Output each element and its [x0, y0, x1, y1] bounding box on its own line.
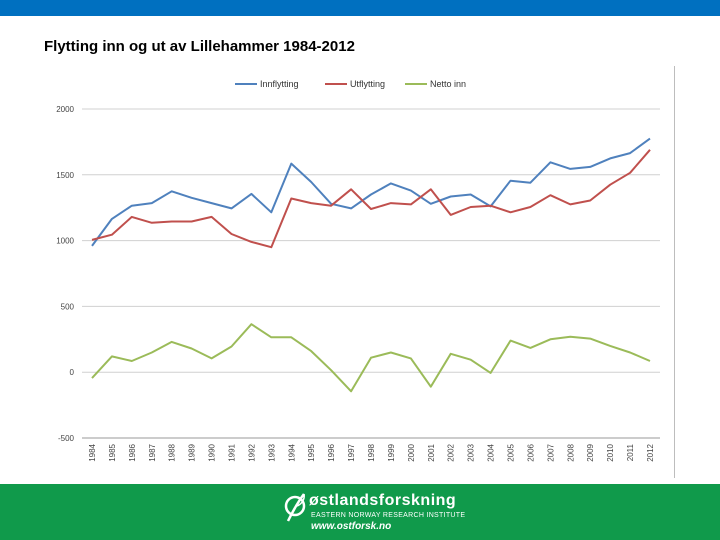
footer-bar — [0, 484, 720, 540]
leaf-circle-icon — [284, 493, 306, 522]
x-tick-label: 2012 — [646, 443, 655, 461]
x-tick-label: 2006 — [526, 443, 535, 461]
x-tick-label: 1999 — [387, 443, 396, 461]
x-tick-label: 2009 — [586, 443, 595, 461]
y-tick-label: 0 — [70, 368, 75, 377]
x-tick-label: 1991 — [227, 443, 236, 461]
x-tick-label: 1987 — [148, 443, 157, 461]
y-tick-label: 2000 — [56, 105, 74, 114]
x-tick-label: 2010 — [606, 443, 615, 461]
chart-area: -500 0 500 1000 1500 2000 1984 1985 1986 1987 1988… — [40, 66, 675, 478]
y-tick-label: 1500 — [56, 171, 74, 180]
x-tick-label: 2004 — [487, 443, 496, 461]
x-tick-label: 1995 — [307, 443, 316, 461]
slide-title: Flytting inn og ut av Lillehammer 1984-2… — [44, 38, 355, 55]
x-tick-label: 1988 — [168, 443, 177, 461]
x-tick-label: 1994 — [287, 443, 296, 461]
legend-label: Innflytting — [260, 79, 299, 89]
legend-label: Utflytting — [350, 79, 385, 89]
x-tick-label: 2005 — [507, 443, 516, 461]
legend-label: Netto inn — [430, 79, 466, 89]
x-tick-label: 2011 — [626, 443, 635, 461]
x-tick-label: 2008 — [566, 443, 575, 461]
x-tick-label: 1997 — [347, 443, 356, 461]
x-tick-label: 1985 — [108, 443, 117, 461]
x-tick-label: 1990 — [208, 443, 217, 461]
x-tick-label: 1992 — [247, 443, 256, 461]
y-tick-label: 1000 — [56, 237, 74, 246]
x-tick-label: 1998 — [367, 443, 376, 461]
org-name: østlandsforskning — [309, 492, 457, 509]
series-line-1 — [91, 149, 651, 249]
org-subtitle: EASTERN NORWAY RESEARCH INSTITUTE — [311, 512, 466, 519]
line-chart: -500 0 500 1000 1500 2000 1984 1985 1986 1987 1988… — [56, 79, 660, 462]
y-tick-label: 500 — [61, 302, 75, 311]
y-tick-label: -500 — [58, 434, 75, 443]
x-tick-label: 2007 — [546, 443, 555, 461]
x-tick-label: 1993 — [267, 443, 276, 461]
x-tick-label: 1989 — [188, 443, 197, 461]
x-tick-label: 1996 — [327, 443, 336, 461]
top-accent-bar — [0, 0, 720, 16]
x-tick-label: 1986 — [128, 443, 137, 461]
series-line-0 — [91, 137, 651, 247]
x-tick-label: 2003 — [467, 443, 476, 461]
x-tick-label: 2001 — [427, 443, 436, 461]
org-url-link[interactable]: www.ostforsk.no — [311, 521, 392, 532]
x-tick-label: 2002 — [447, 443, 456, 461]
x-tick-label: 2000 — [407, 443, 416, 461]
x-tick-label: 1984 — [88, 443, 97, 461]
series-line-2 — [91, 323, 651, 393]
